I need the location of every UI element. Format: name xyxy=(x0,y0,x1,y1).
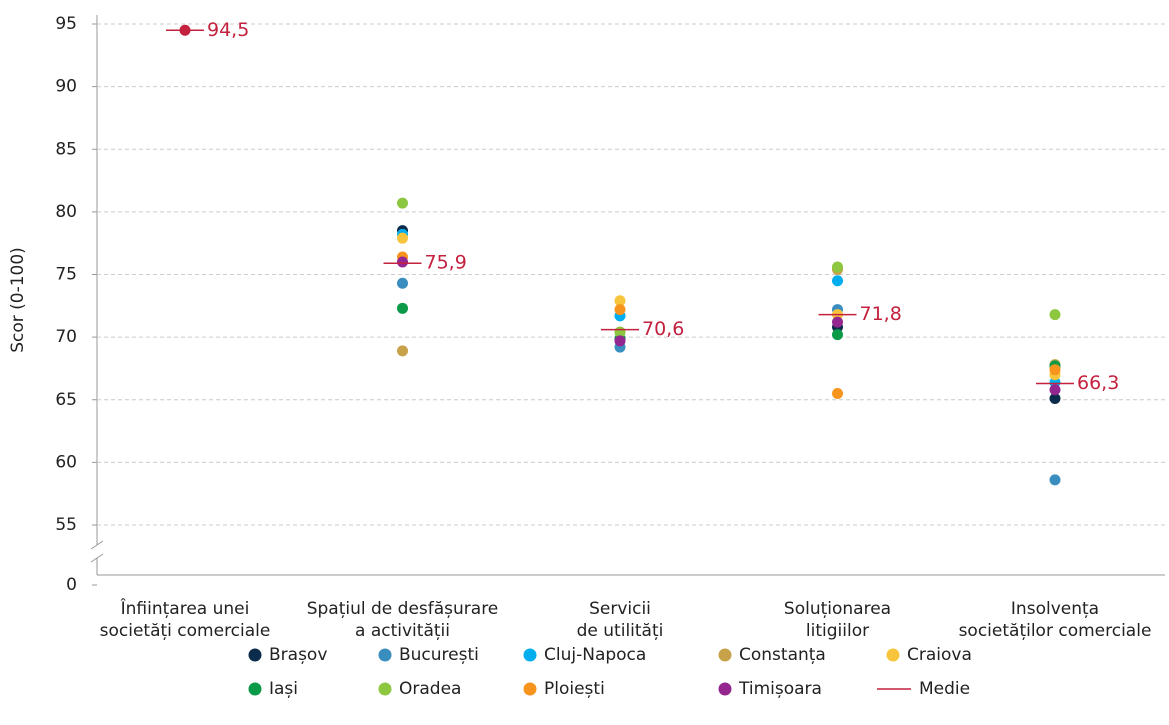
dot xyxy=(1049,474,1061,486)
legend-swatch xyxy=(523,648,537,662)
legend-label: Brașov xyxy=(269,645,327,665)
data-label: 66,3 xyxy=(1077,372,1119,394)
legend-swatch xyxy=(248,682,262,696)
legend-swatch xyxy=(378,648,392,662)
dot xyxy=(614,335,626,347)
dot xyxy=(1049,364,1061,376)
legend-swatch xyxy=(886,648,900,662)
dot xyxy=(1049,384,1061,396)
y-axis-label: Scor (0-100) xyxy=(8,247,28,353)
dot xyxy=(832,316,843,328)
x-tick-label: Insolvența societăților comerciale xyxy=(958,599,1152,641)
dot xyxy=(614,304,626,316)
legend-label: Timișoara xyxy=(738,679,822,699)
data-label: 75,9 xyxy=(425,252,467,274)
dot xyxy=(1049,392,1061,404)
legend-swatch xyxy=(248,648,262,662)
legend-label: Ploiești xyxy=(544,679,605,699)
dot xyxy=(1049,376,1061,388)
mean-dot xyxy=(179,24,191,36)
x-tick-label: Servicii de utilități xyxy=(576,599,664,641)
legend-label: Medie xyxy=(919,679,970,699)
dot xyxy=(832,387,843,399)
y-tick-label: 60 xyxy=(55,452,77,472)
y-tick-label: 95 xyxy=(55,14,77,34)
dot xyxy=(397,232,408,244)
dot xyxy=(397,302,408,314)
y-tick-label: 55 xyxy=(55,515,77,535)
x-tick-label: Înființarea unei societăți comerciale xyxy=(99,599,271,641)
y-tick-label: 85 xyxy=(55,139,77,159)
legend-label: Cluj-Napoca xyxy=(544,645,646,665)
y-tick-label: 75 xyxy=(55,265,77,285)
dot xyxy=(397,197,408,209)
y-tick-label: 70 xyxy=(55,327,77,347)
dot xyxy=(832,261,843,273)
y-tick-label: 90 xyxy=(55,77,77,97)
x-tick-label: Spațiul de desfășurare a activității xyxy=(306,599,499,641)
legend-label: București xyxy=(399,645,479,665)
legend-label: Iași xyxy=(269,679,298,699)
legend-label: Constanța xyxy=(739,645,826,665)
dot xyxy=(614,295,626,307)
dot xyxy=(397,345,408,357)
y-tick-label: 0 xyxy=(66,575,77,595)
data-label: 94,5 xyxy=(207,19,249,41)
legend-swatch xyxy=(523,682,537,696)
dot xyxy=(397,256,408,268)
legend-swatch xyxy=(378,682,392,696)
legend-label: Oradea xyxy=(399,679,461,699)
y-tick-label: 80 xyxy=(55,202,77,222)
data-label: 71,8 xyxy=(860,303,902,325)
dot xyxy=(397,277,408,289)
dot xyxy=(832,275,843,287)
data-label: 70,6 xyxy=(642,318,684,340)
x-tick-label: Soluționarea litigiilor xyxy=(783,599,892,641)
legend-swatch xyxy=(718,648,732,662)
dot xyxy=(832,329,843,341)
axis-break xyxy=(90,540,104,550)
legend-label: Craiova xyxy=(907,645,972,665)
legend-swatch xyxy=(718,682,732,696)
y-tick-label: 65 xyxy=(55,390,77,410)
axis-break xyxy=(90,553,104,563)
dot xyxy=(1049,309,1061,321)
